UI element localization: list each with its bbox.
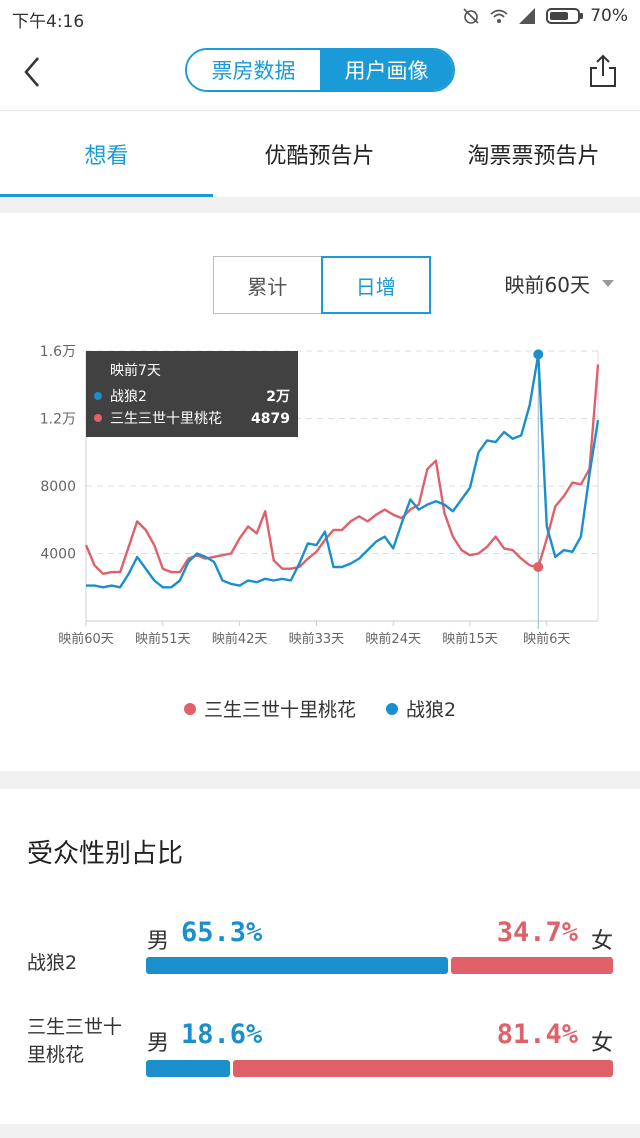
x-tick-label: 映前60天 bbox=[58, 631, 114, 647]
y-tick-label: 1.2万 bbox=[40, 412, 76, 428]
tab-youku-trailer[interactable]: 优酷预告片 bbox=[264, 144, 375, 169]
female-label: 女 bbox=[590, 1031, 613, 1056]
active-tab-indicator bbox=[0, 194, 213, 197]
male-percent: 65.3% bbox=[181, 917, 263, 948]
battery-icon bbox=[546, 8, 584, 24]
series-line-0 bbox=[84, 364, 600, 576]
y-tick-label: 1.6万 bbox=[40, 344, 76, 360]
legend-item-zhanlang[interactable]: 战狼2 bbox=[385, 695, 457, 722]
x-tick-label: 映前51天 bbox=[135, 631, 191, 647]
range-dropdown-label: 映前60天 bbox=[504, 273, 590, 297]
legend-dot-sansheng bbox=[183, 702, 196, 715]
x-tick-label: 映前6天 bbox=[523, 631, 570, 647]
y-tick-label: 4000 bbox=[40, 547, 76, 563]
female-label: 女 bbox=[590, 929, 613, 954]
chart-legend: 三生三世十里桃花 战狼2 bbox=[0, 695, 640, 722]
trend-chart-card: 累计 日增 映前60天 4000 8000 1.2万 1.6万 映前60天 映前51天 映前… bbox=[0, 213, 640, 771]
app-header: 票房数据 用户画像 bbox=[0, 34, 640, 111]
segment-box-office[interactable]: 票房数据 bbox=[187, 50, 320, 90]
movie-name: 三生三世十里桃花 bbox=[27, 1016, 123, 1066]
view-switch: 票房数据 用户画像 bbox=[185, 48, 455, 92]
legend-item-sansheng[interactable]: 三生三世十里桃花 bbox=[183, 695, 356, 722]
legend-label-zhanlang: 战狼2 bbox=[405, 699, 457, 721]
x-tick-label: 映前15天 bbox=[442, 631, 498, 647]
tooltip-box bbox=[86, 351, 298, 437]
tooltip-title: 映前7天 bbox=[110, 362, 161, 379]
chevron-down-icon bbox=[602, 280, 614, 287]
tab-want-to-see[interactable]: 想看 bbox=[84, 144, 129, 169]
female-percent: 81.4% bbox=[496, 1019, 578, 1050]
movie-name: 战狼2 bbox=[27, 952, 78, 974]
gender-row-zhanlang: 男 65.3% 34.7% 女 战狼2 bbox=[0, 909, 640, 1009]
status-bar: 下午4:16 70% bbox=[0, 0, 640, 34]
wifi-icon bbox=[490, 9, 508, 23]
x-tick-label: 映前24天 bbox=[365, 631, 421, 647]
tab-taopiaopiao-trailer[interactable]: 淘票票预告片 bbox=[467, 144, 600, 169]
content-tabs: 想看 优酷预告片 淘票票预告片 bbox=[0, 111, 640, 197]
alarm-off-icon bbox=[463, 8, 479, 24]
female-share-bar bbox=[233, 1060, 613, 1077]
battery-percent: 70% bbox=[590, 6, 628, 26]
female-percent: 34.7% bbox=[496, 917, 578, 948]
female-share-bar bbox=[451, 957, 613, 974]
status-time: 下午4:16 bbox=[12, 12, 85, 32]
series-line-1 bbox=[86, 353, 600, 589]
signal-icon bbox=[519, 8, 536, 24]
tooltip-marker-0 bbox=[533, 562, 544, 572]
metric-toggle: 累计 日增 bbox=[213, 256, 431, 314]
legend-label-sansheng: 三生三世十里桃花 bbox=[203, 699, 356, 721]
tooltip-row-name: 战狼2 bbox=[110, 389, 147, 405]
male-label: 男 bbox=[147, 1031, 170, 1056]
male-share-bar bbox=[146, 1060, 230, 1077]
tooltip-row-value: 2万 bbox=[266, 389, 290, 405]
tooltip-marker-1 bbox=[533, 349, 544, 360]
tooltip-row-value: 4879 bbox=[251, 411, 290, 427]
range-dropdown[interactable]: 映前60天 bbox=[505, 269, 614, 298]
gender-ratio-card: 受众性别占比 男 65.3% 34.7% 女 战狼2 男 18.6% 81.4%… bbox=[0, 789, 640, 1124]
tooltip-row-dot bbox=[94, 392, 102, 400]
y-tick-label: 8000 bbox=[40, 479, 76, 495]
legend-dot-zhanlang bbox=[385, 702, 398, 715]
x-tick-label: 映前33天 bbox=[289, 631, 345, 647]
x-tick-label: 映前42天 bbox=[212, 631, 268, 647]
toggle-cumulative[interactable]: 累计 bbox=[213, 256, 321, 314]
tooltip-row-name: 三生三世十里桃花 bbox=[110, 411, 222, 427]
gender-section-title: 受众性别占比 bbox=[27, 839, 184, 869]
male-share-bar bbox=[146, 957, 448, 974]
male-percent: 18.6% bbox=[181, 1019, 263, 1050]
tooltip-row-dot bbox=[94, 414, 102, 422]
share-icon[interactable] bbox=[588, 54, 618, 88]
gender-row-sansheng: 男 18.6% 81.4% 女 三生三世十里桃花 bbox=[0, 1011, 640, 1111]
segment-user-profile[interactable]: 用户画像 bbox=[320, 50, 453, 90]
male-label: 男 bbox=[147, 929, 170, 954]
toggle-daily[interactable]: 日增 bbox=[320, 256, 431, 314]
status-icons: 70% bbox=[462, 6, 628, 26]
back-arrow-icon[interactable] bbox=[18, 54, 48, 90]
